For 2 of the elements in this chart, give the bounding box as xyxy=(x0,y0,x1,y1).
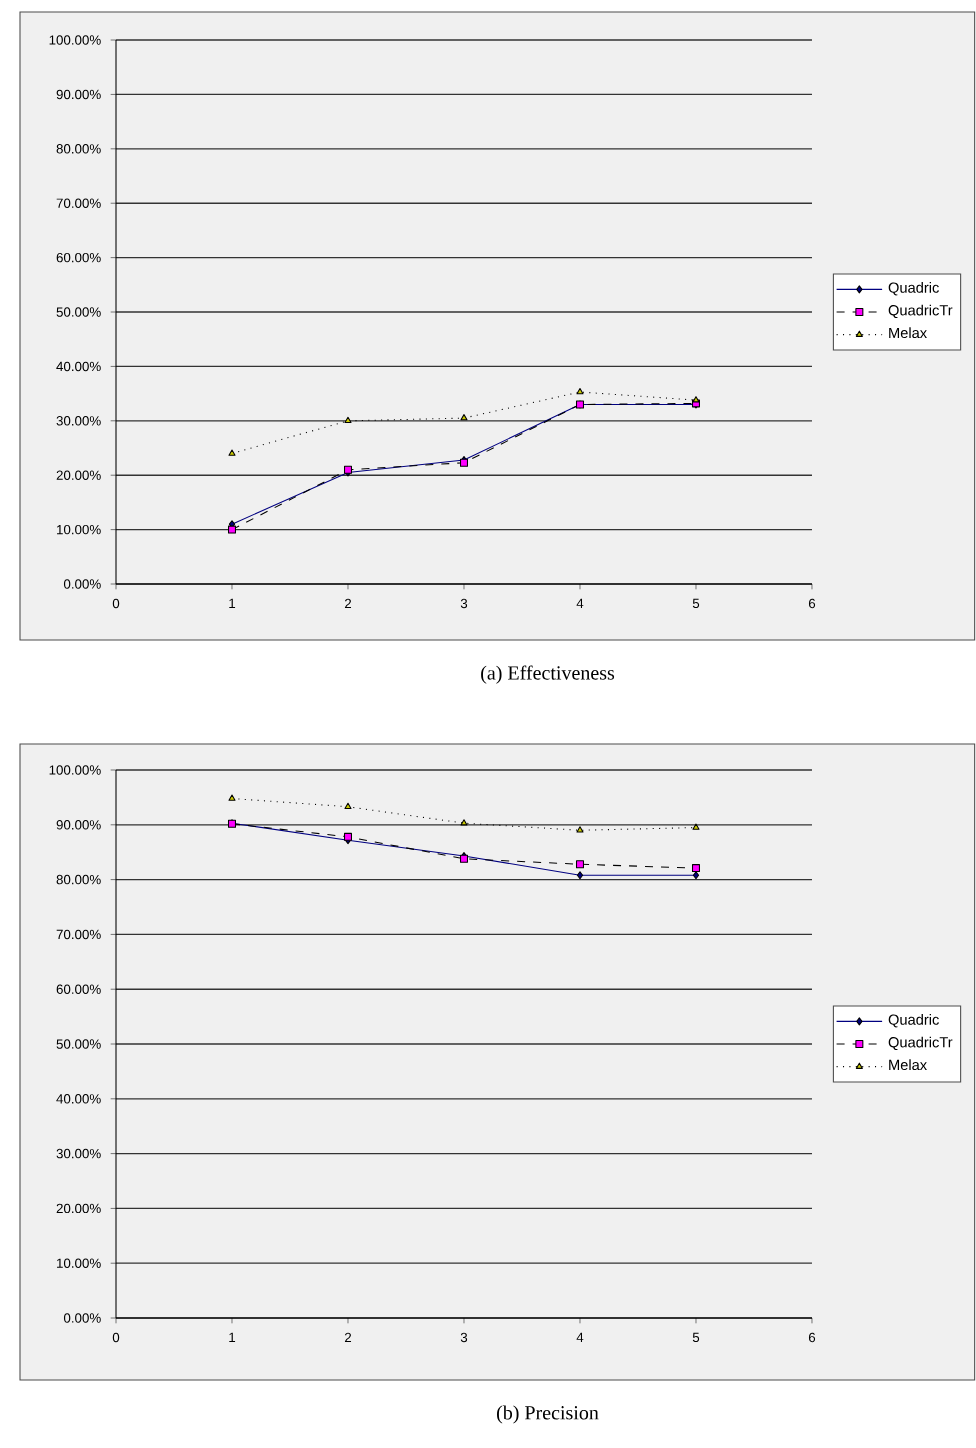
text: (a) Effectiveness xyxy=(481,665,615,684)
text: (b) Precision xyxy=(497,1405,599,1424)
